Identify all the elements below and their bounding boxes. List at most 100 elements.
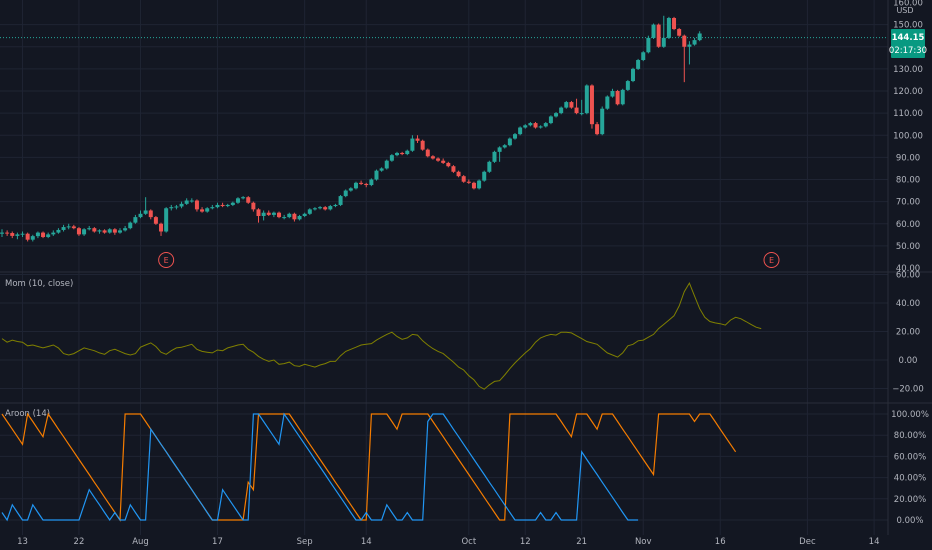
candle[interactable] xyxy=(502,144,507,149)
candle[interactable] xyxy=(256,208,261,223)
candle[interactable] xyxy=(420,139,425,151)
candle[interactable] xyxy=(559,106,564,115)
candle[interactable] xyxy=(333,203,338,208)
candle[interactable] xyxy=(61,224,66,232)
candle[interactable] xyxy=(456,170,461,178)
candle[interactable] xyxy=(497,146,502,162)
candle[interactable] xyxy=(51,230,56,236)
candle[interactable] xyxy=(35,231,40,239)
candle[interactable] xyxy=(682,34,687,83)
candle[interactable] xyxy=(400,151,405,156)
time-axis[interactable]: 13 22 Aug 17 Sep 14 Oct 12 21 Nov 16 Dec 14 xyxy=(17,537,879,547)
candle[interactable] xyxy=(384,159,389,170)
candle[interactable] xyxy=(287,212,292,219)
candle[interactable] xyxy=(5,230,10,236)
candle[interactable] xyxy=(318,206,323,210)
candle[interactable] xyxy=(425,148,430,158)
candle[interactable] xyxy=(379,167,384,172)
candle[interactable] xyxy=(666,16,671,40)
candle[interactable] xyxy=(205,207,210,213)
candle[interactable] xyxy=(41,231,46,239)
candle[interactable] xyxy=(169,204,174,211)
candle[interactable] xyxy=(282,214,287,220)
candle[interactable] xyxy=(0,229,4,238)
candle[interactable] xyxy=(410,135,415,152)
candle[interactable] xyxy=(369,178,374,187)
candle[interactable] xyxy=(451,165,456,173)
candle[interactable] xyxy=(564,100,569,109)
price-pane[interactable]: EE USD 160.00150.00140.00130.00120.00110… xyxy=(0,0,927,274)
candle[interactable] xyxy=(328,204,333,211)
candle[interactable] xyxy=(220,202,225,208)
candle[interactable] xyxy=(466,179,471,184)
candle[interactable] xyxy=(569,100,574,109)
candle[interactable] xyxy=(523,124,528,129)
candle[interactable] xyxy=(194,199,199,212)
candle[interactable] xyxy=(76,227,81,236)
candle[interactable] xyxy=(82,228,87,236)
candle[interactable] xyxy=(528,121,533,127)
candle[interactable] xyxy=(138,210,143,219)
candle[interactable] xyxy=(200,207,205,213)
candle[interactable] xyxy=(353,181,358,190)
candle[interactable] xyxy=(446,161,451,168)
candle[interactable] xyxy=(271,211,276,218)
candle[interactable] xyxy=(107,228,112,234)
candle[interactable] xyxy=(117,228,122,234)
candle[interactable] xyxy=(672,16,677,31)
candle[interactable] xyxy=(277,211,282,219)
candle[interactable] xyxy=(395,151,400,157)
candle[interactable] xyxy=(302,212,307,218)
candle[interactable] xyxy=(261,210,266,221)
candle[interactable] xyxy=(266,210,271,217)
candle[interactable] xyxy=(179,201,184,209)
candle[interactable] xyxy=(405,149,410,156)
candle[interactable] xyxy=(307,208,312,215)
candle[interactable] xyxy=(461,175,466,183)
candle[interactable] xyxy=(513,133,517,140)
candle[interactable] xyxy=(338,194,343,207)
candle[interactable] xyxy=(574,98,579,115)
candle[interactable] xyxy=(687,41,692,65)
candle[interactable] xyxy=(241,196,246,200)
candle[interactable] xyxy=(548,115,553,125)
candle[interactable] xyxy=(507,137,512,147)
candle[interactable] xyxy=(230,201,235,207)
candle[interactable] xyxy=(625,79,630,91)
candle[interactable] xyxy=(364,182,369,188)
candle[interactable] xyxy=(482,170,487,182)
candle[interactable] xyxy=(600,106,605,136)
candle[interactable] xyxy=(30,234,35,242)
candle[interactable] xyxy=(477,179,482,190)
candle[interactable] xyxy=(374,169,379,181)
candle[interactable] xyxy=(312,207,317,211)
candle[interactable] xyxy=(225,203,230,208)
candle[interactable] xyxy=(92,227,97,233)
candle[interactable] xyxy=(297,214,302,221)
candle[interactable] xyxy=(251,201,256,212)
candle[interactable] xyxy=(615,89,620,106)
candle[interactable] xyxy=(215,202,220,209)
candle[interactable] xyxy=(430,155,435,160)
candle[interactable] xyxy=(677,27,682,37)
candle[interactable] xyxy=(164,207,169,233)
candle[interactable] xyxy=(415,135,420,143)
candle[interactable] xyxy=(174,204,179,210)
candle[interactable] xyxy=(641,51,646,62)
momentum-indicator-title[interactable]: Mom (10, close) xyxy=(5,279,73,289)
candle[interactable] xyxy=(518,126,523,136)
candle[interactable] xyxy=(636,58,641,70)
candle[interactable] xyxy=(87,225,92,231)
candle[interactable] xyxy=(10,231,15,239)
candle[interactable] xyxy=(123,225,128,232)
candle[interactable] xyxy=(441,158,446,165)
candle[interactable] xyxy=(697,31,702,42)
candle[interactable] xyxy=(56,228,61,234)
candle[interactable] xyxy=(471,181,476,190)
candle[interactable] xyxy=(646,35,651,54)
candle[interactable] xyxy=(620,88,625,106)
aroon-pane[interactable]: Aroon (14) 100.00%80.00%60.00%40.00%20.0… xyxy=(1,409,929,526)
candle[interactable] xyxy=(143,197,148,215)
